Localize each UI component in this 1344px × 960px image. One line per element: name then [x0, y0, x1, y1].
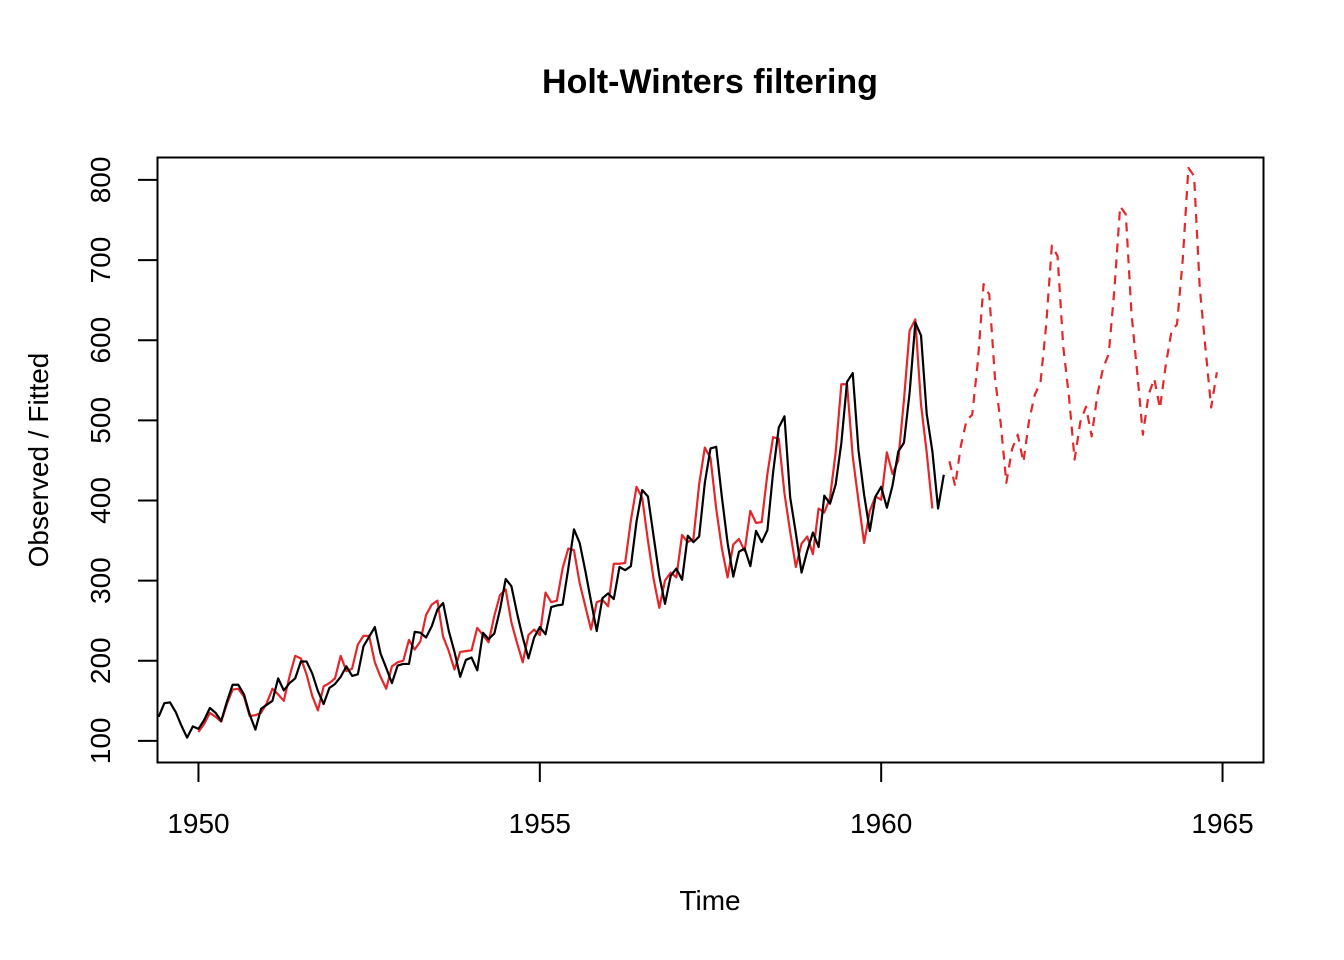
y-tick-label: 300: [85, 557, 116, 604]
y-tick-label: 100: [85, 718, 116, 765]
x-tick-label: 1955: [509, 808, 571, 839]
y-tick-label: 200: [85, 637, 116, 684]
y-tick-label: 600: [85, 317, 116, 364]
y-axis: 100 200 300 400 500 600 700 800: [85, 157, 159, 765]
forecast-series-line: [948, 166, 1218, 488]
series-layer: [157, 166, 1218, 739]
x-tick-label: 1960: [850, 808, 912, 839]
fitted-series-line: [197, 318, 934, 733]
x-tick-label: 1965: [1191, 808, 1253, 839]
x-axis-label: Time: [679, 885, 740, 916]
y-tick-label: 700: [85, 237, 116, 284]
x-axis: 1950 1955 1960 1965: [167, 761, 1254, 839]
x-tick-label: 1950: [167, 808, 229, 839]
chart-title: Holt-Winters filtering: [542, 63, 878, 101]
y-tick-label: 400: [85, 477, 116, 524]
observed-series-line: [157, 321, 945, 739]
y-tick-label: 500: [85, 397, 116, 444]
y-tick-label: 800: [85, 157, 116, 204]
y-axis-label: Observed / Fitted: [23, 353, 54, 568]
